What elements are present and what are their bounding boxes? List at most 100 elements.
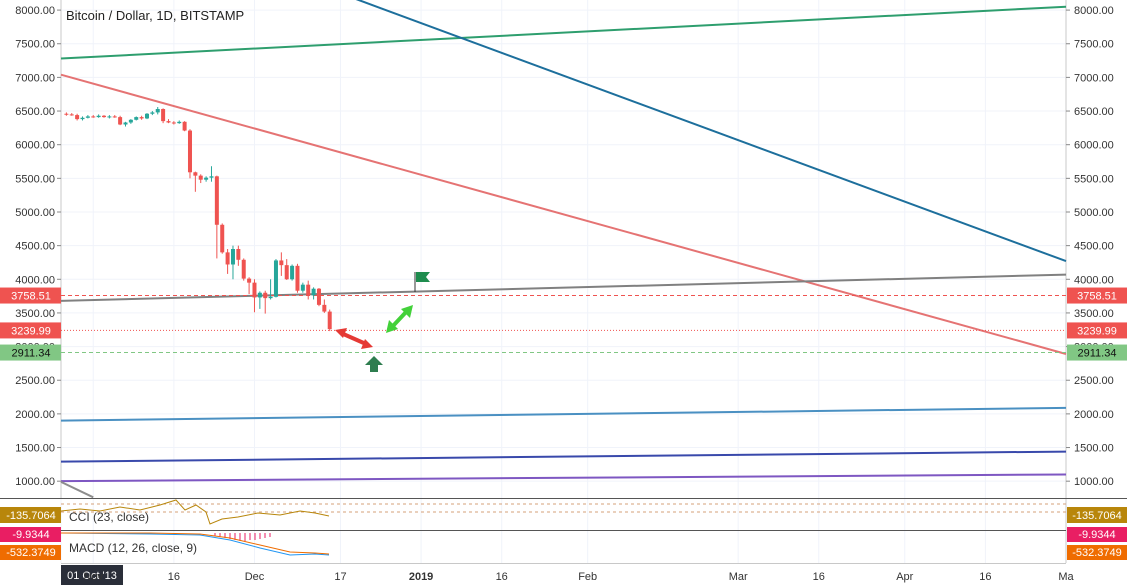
x-tick-label: Nov [83,571,103,583]
trendline[interactable] [60,450,1067,463]
price-badge-right [1067,344,1127,361]
x-tick-label: Ma [1058,571,1074,583]
x-tick-label: Dec [245,571,265,583]
candle-body[interactable] [241,259,246,279]
candle-body[interactable] [107,116,112,118]
candle-body[interactable] [171,122,176,124]
trendline[interactable] [60,5,1067,60]
trendline[interactable] [346,0,1067,263]
x-tick-label: 16 [813,571,825,583]
candle-body[interactable] [204,177,209,180]
candle-body[interactable] [118,117,123,125]
candle-body[interactable] [112,116,117,118]
flag-icon[interactable] [414,272,430,292]
candle-body[interactable] [295,265,300,291]
x-tick-label: Feb [578,571,597,583]
price-badge-right [1067,322,1127,339]
trendline[interactable] [60,406,1067,422]
x-tick-label: 01 Oct '13 [67,570,117,582]
y-tick-label: 4000.00 [1074,274,1114,286]
candle-body[interactable] [193,172,198,176]
y-tick-label: 6500.00 [1074,106,1114,118]
y-tick-label: 6000.00 [15,140,55,152]
macd-legend: MACD (12, 26, close, 9) [69,541,197,555]
candle-body[interactable] [187,130,192,173]
trendline[interactable] [60,473,1067,483]
candle-body[interactable] [316,288,321,305]
y-tick-label: 2500.00 [15,375,55,387]
candle-body[interactable] [75,115,80,120]
y-tick-label: 1000.00 [15,476,55,488]
svg-text:-135.7064: -135.7064 [1072,510,1122,522]
candle-body[interactable] [166,121,171,123]
up-arrow-icon[interactable] [365,356,383,372]
candle-body[interactable] [101,115,106,118]
candle-body[interactable] [161,109,166,122]
candle-body[interactable] [300,284,305,291]
candle-body[interactable] [128,119,133,123]
candle-body[interactable] [80,117,85,120]
candle-body[interactable] [322,304,327,312]
candle-body[interactable] [182,121,187,131]
candle-body[interactable] [247,278,252,283]
y-tick-label: 7500.00 [15,39,55,51]
candle-body[interactable] [69,114,74,116]
cci-line [60,499,330,525]
candle-body[interactable] [96,115,101,118]
candle-body[interactable] [144,113,149,119]
candle-body[interactable] [64,113,69,115]
candle-body[interactable] [123,122,128,125]
candle-body[interactable] [230,249,235,265]
trendline[interactable] [60,273,1067,302]
y-tick-label: 3500.00 [1074,308,1114,320]
y-axis-left: 8000.00 7500.00 7000.00 6500.00 6000.00 5500.… [15,5,61,488]
candle-body[interactable] [252,282,257,298]
candle-body[interactable] [209,176,214,178]
svg-text:-532.3749: -532.3749 [1072,547,1122,559]
price-badge-left [0,322,61,339]
candles [64,107,332,332]
price-badge-right-text: 2911.34 [1078,348,1117,360]
candle-body[interactable] [198,175,203,180]
candle-body[interactable] [225,252,230,265]
price-badge-left-text: 2911.34 [12,348,51,360]
chart-title: Bitcoin / Dollar, 1D, BITSTAMP [66,8,244,23]
candle-body[interactable] [268,296,273,299]
candle-body[interactable] [327,311,332,330]
candle-body[interactable] [150,112,155,114]
candle-body[interactable] [155,109,160,113]
candle-body[interactable] [273,260,278,297]
y-tick-label: 1500.00 [1074,443,1114,455]
y-tick-label: 7500.00 [1074,39,1114,51]
macd-line [60,532,330,556]
y-tick-label: 6500.00 [15,106,55,118]
candle-body[interactable] [306,284,311,296]
candle-body[interactable] [311,288,316,296]
candle-body[interactable] [85,116,90,118]
y-tick-label: 6000.00 [1074,140,1114,152]
candle-body[interactable] [236,249,241,260]
candle-body[interactable] [220,224,225,253]
y-tick-label: 1000.00 [1074,476,1114,488]
candle-body[interactable] [214,176,219,225]
y-tick-label: 2500.00 [1074,375,1114,387]
candle-body[interactable] [91,116,96,118]
macd-value-badge-left-1: -9.9344 [0,527,61,542]
macd-signal-line [61,532,330,555]
y-tick-label: 8000.00 [1074,5,1114,17]
red-double-arrow-icon[interactable] [335,328,373,349]
y-tick-label: 2000.00 [15,409,55,421]
candle-body[interactable] [284,265,289,280]
candle-body[interactable] [279,260,284,266]
trendline[interactable] [60,480,94,499]
candle-body[interactable] [134,117,139,120]
candle-body[interactable] [139,117,144,119]
candle-body[interactable] [263,292,268,299]
candle-body[interactable] [290,265,295,280]
green-double-arrow-icon[interactable] [386,305,413,333]
candle-body[interactable] [177,121,182,124]
y-tick-label: 4500.00 [15,241,55,253]
trendline[interactable] [60,73,1067,355]
candle-body[interactable] [257,292,262,298]
